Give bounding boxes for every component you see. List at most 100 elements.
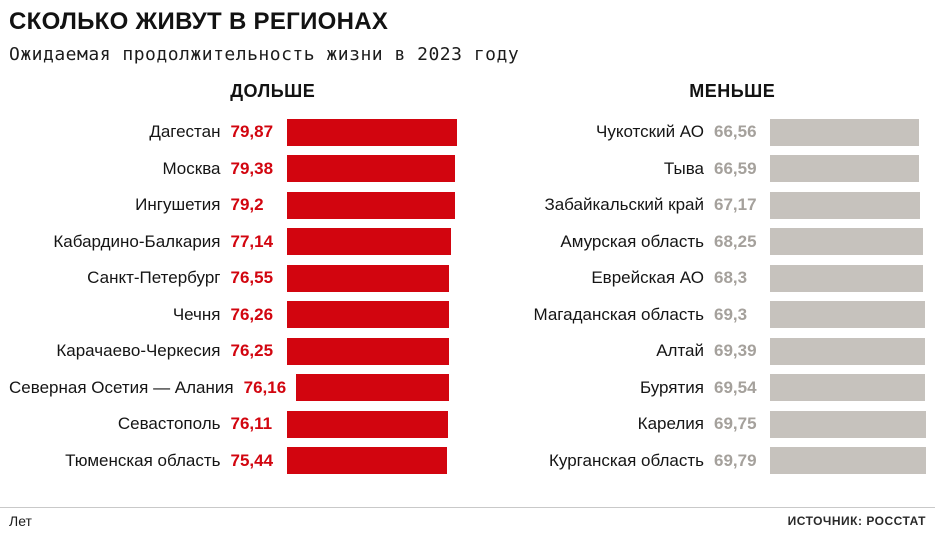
value-label: 76,55 <box>230 268 274 288</box>
bar <box>286 264 450 292</box>
bar-track <box>770 191 926 219</box>
bar-track <box>770 301 926 329</box>
bar <box>770 228 923 256</box>
value-label: 67,17 <box>714 195 757 215</box>
bar <box>770 118 919 146</box>
region-label: Северная Осетия — Алания <box>9 377 234 397</box>
value-label: 79,38 <box>230 158 274 178</box>
region-label: Санкт-Петербург <box>87 268 221 288</box>
unit-label: Лет <box>9 513 32 529</box>
value-label: 66,59 <box>714 158 757 178</box>
bar-track <box>296 374 456 402</box>
chart-row: Забайкальский край 67,17 <box>479 187 927 224</box>
page-subtitle: Ожидаемая продолжительность жизни в 2023… <box>9 44 520 65</box>
bar <box>770 337 926 365</box>
page-title: СКОЛЬКО ЖИВУТ В РЕГИОНАХ <box>9 8 389 35</box>
bar-track <box>286 228 457 256</box>
bar <box>286 155 456 183</box>
column-less-header: МЕНЬШЕ <box>689 81 776 101</box>
region-label: Карачаево-Черкесия <box>56 341 221 361</box>
bar-track <box>770 410 926 438</box>
column-longer-header: ДОЛЬШЕ <box>230 81 316 101</box>
region-label: Дагестан <box>149 122 221 142</box>
chart-row: Карачаево-Черкесия 76,25 <box>9 333 457 370</box>
chart-row: Ингушетия 79,2 <box>9 187 457 224</box>
value-label: 77,14 <box>230 231 274 251</box>
chart-row: Тыва 66,59 <box>479 151 927 188</box>
chart-row: Чечня 76,26 <box>9 297 457 334</box>
region-label: Ингушетия <box>135 195 221 215</box>
region-label: Курганская область <box>549 450 704 470</box>
chart-row: Москва 79,38 <box>9 151 457 188</box>
bar <box>770 410 926 438</box>
source-label: ИСТОЧНИК: РОССТАТ <box>787 514 926 528</box>
bar-track <box>286 337 457 365</box>
value-label: 68,25 <box>714 231 757 251</box>
value-label: 69,54 <box>714 377 757 397</box>
value-label: 79,87 <box>230 122 274 142</box>
bar-track <box>770 228 926 256</box>
region-label: Амурская область <box>560 231 704 251</box>
bar-track <box>286 191 457 219</box>
chart-row: Магаданская область 69,3 <box>479 297 927 334</box>
value-label: 76,26 <box>230 304 274 324</box>
bar <box>770 301 925 329</box>
value-label: 69,3 <box>714 304 748 324</box>
bar-track <box>770 118 926 146</box>
chart-row: Алтай 69,39 <box>479 333 927 370</box>
bar-track <box>770 447 926 475</box>
chart-row: Севастополь 76,11 <box>9 406 457 443</box>
bar-track <box>770 264 926 292</box>
bar-track <box>286 301 457 329</box>
bar-track <box>286 155 457 183</box>
value-label: 75,44 <box>230 450 274 470</box>
bar <box>286 301 449 329</box>
bar-track <box>770 155 926 183</box>
bar <box>296 374 450 402</box>
bar <box>286 118 457 146</box>
chart-row: Тюменская область 75,44 <box>9 443 457 480</box>
value-label: 79,2 <box>230 195 264 215</box>
region-label: Чечня <box>172 304 221 324</box>
region-label: Еврейская АО <box>591 268 704 288</box>
bar <box>286 191 456 219</box>
column-longer: ДОЛЬШЕ Дагестан 79,87 Москва 79,38 Ингушетия… <box>9 75 457 479</box>
region-label: Севастополь <box>117 414 221 434</box>
bar-track <box>286 447 457 475</box>
region-label: Бурятия <box>639 377 704 397</box>
bar-track <box>770 337 926 365</box>
value-label: 76,25 <box>230 341 274 361</box>
value-label: 76,16 <box>243 377 287 397</box>
value-label: 69,39 <box>714 341 757 361</box>
region-label: Тыва <box>663 158 704 178</box>
bar <box>286 228 451 256</box>
bar <box>286 410 449 438</box>
chart-row: Чукотский АО 66,56 <box>479 114 927 151</box>
column-less: МЕНЬШЕ Чукотский АО 66,56 Тыва 66,59 Забайка… <box>479 75 927 479</box>
footer: Лет ИСТОЧНИК: РОССТАТ <box>0 507 935 534</box>
column-less-rows: Чукотский АО 66,56 Тыва 66,59 Забайкальский … <box>479 114 927 479</box>
region-label: Тюменская область <box>65 450 221 470</box>
bar <box>770 155 919 183</box>
region-label: Алтай <box>656 341 704 361</box>
bar <box>770 447 926 475</box>
region-label: Кабардино-Балкария <box>53 231 221 251</box>
region-label: Забайкальский край <box>544 195 704 215</box>
chart-row: Амурская область 68,25 <box>479 224 927 261</box>
chart-row: Еврейская АО 68,3 <box>479 260 927 297</box>
region-label: Карелия <box>637 414 704 434</box>
chart-row: Бурятия 69,54 <box>479 370 927 407</box>
chart-row: Дагестан 79,87 <box>9 114 457 151</box>
chart-row: Северная Осетия — Алания 76,16 <box>9 370 457 407</box>
region-label: Москва <box>162 158 221 178</box>
bar <box>770 264 923 292</box>
value-label: 69,79 <box>714 450 757 470</box>
value-label: 69,75 <box>714 414 757 434</box>
region-label: Чукотский АО <box>596 122 704 142</box>
chart-row: Санкт-Петербург 76,55 <box>9 260 457 297</box>
bar-track <box>286 264 457 292</box>
chart-row: Карелия 69,75 <box>479 406 927 443</box>
bar <box>770 374 926 402</box>
bar-track <box>770 374 926 402</box>
